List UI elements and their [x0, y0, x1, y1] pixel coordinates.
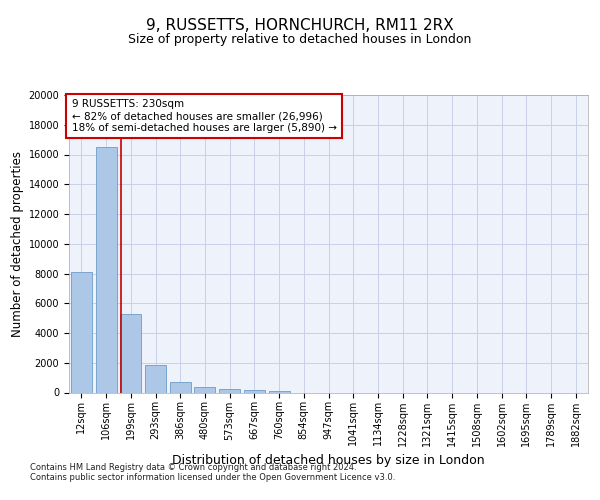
Bar	[194, 388, 215, 392]
Text: Size of property relative to detached houses in London: Size of property relative to detached ho…	[128, 32, 472, 46]
Bar	[170, 382, 191, 392]
Bar	[120, 314, 141, 392]
Text: 9 RUSSETTS: 230sqm
← 82% of detached houses are smaller (26,996)
18% of semi-det: 9 RUSSETTS: 230sqm ← 82% of detached hou…	[71, 100, 337, 132]
Bar	[269, 390, 290, 392]
Text: 9, RUSSETTS, HORNCHURCH, RM11 2RX: 9, RUSSETTS, HORNCHURCH, RM11 2RX	[146, 18, 454, 32]
Bar	[145, 365, 166, 392]
Bar	[71, 272, 92, 392]
Bar	[95, 147, 116, 392]
Y-axis label: Number of detached properties: Number of detached properties	[11, 151, 25, 337]
Text: Contains HM Land Registry data © Crown copyright and database right 2024.
Contai: Contains HM Land Registry data © Crown c…	[30, 462, 395, 482]
Bar	[219, 389, 240, 392]
X-axis label: Distribution of detached houses by size in London: Distribution of detached houses by size …	[172, 454, 485, 467]
Bar	[244, 390, 265, 392]
